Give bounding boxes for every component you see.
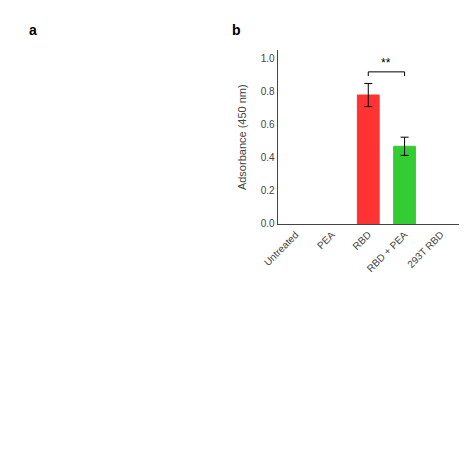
svg-text:RBD: RBD xyxy=(351,229,374,252)
svg-text:0.2: 0.2 xyxy=(261,185,275,196)
svg-text:1.0: 1.0 xyxy=(261,53,275,64)
svg-text:0.0: 0.0 xyxy=(261,218,275,229)
svg-text:RBD + PEA: RBD + PEA xyxy=(365,229,410,274)
svg-text:0.8: 0.8 xyxy=(261,86,275,97)
svg-text:0.4: 0.4 xyxy=(261,152,275,163)
svg-text:a: a xyxy=(29,22,37,38)
svg-text:Untreated: Untreated xyxy=(262,229,301,268)
svg-text:293T RBD: 293T RBD xyxy=(405,229,446,270)
svg-text:Adsorbance (450 nm): Adsorbance (450 nm) xyxy=(236,84,248,190)
svg-text:b: b xyxy=(232,22,241,38)
svg-text:PEA: PEA xyxy=(315,229,337,251)
svg-text:**: ** xyxy=(381,56,391,70)
svg-text:0.6: 0.6 xyxy=(261,119,275,130)
